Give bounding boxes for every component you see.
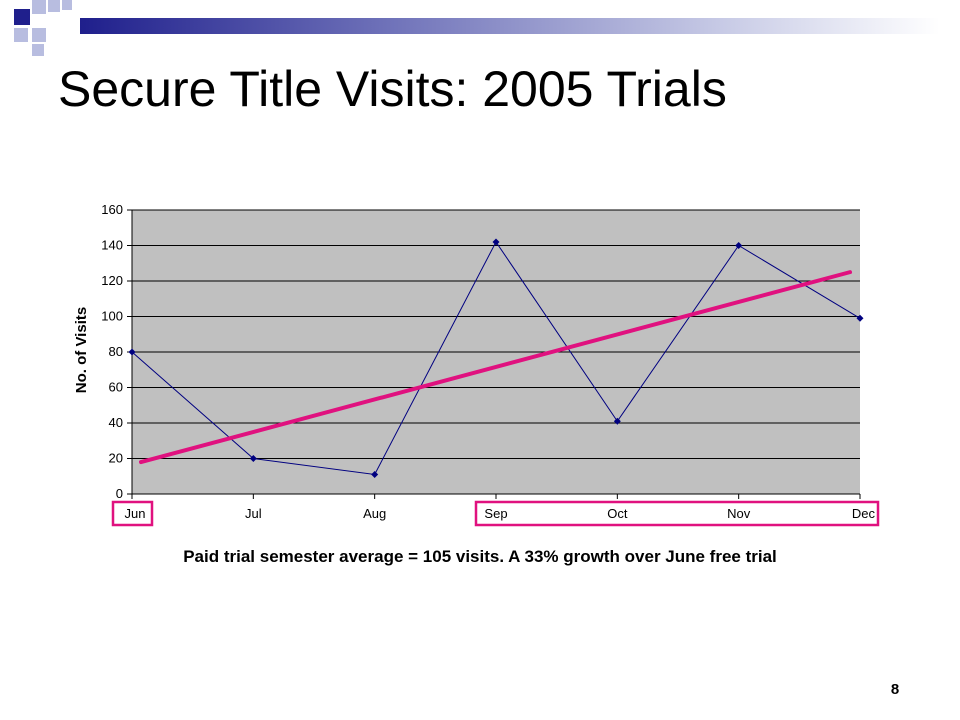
slide-title: Secure Title Visits: 2005 Trials [58, 61, 727, 117]
data-point [735, 242, 743, 249]
y-tick-label: 140 [101, 238, 123, 253]
decor-square-light-6 [32, 44, 44, 56]
decor-square-light-2 [48, 0, 60, 12]
highlight-boxes [111, 500, 880, 527]
decor-square-light-4 [14, 28, 28, 42]
data-point [613, 417, 621, 425]
page-number: 8 [890, 681, 900, 698]
highlight-box [474, 500, 880, 527]
y-tick-label: 100 [101, 309, 123, 324]
trend-line [139, 270, 852, 465]
data-point [492, 238, 500, 246]
y-tick-label: 0 [116, 486, 123, 501]
x-tick-label: Jun [125, 506, 146, 521]
y-tick-label: 120 [101, 273, 123, 288]
y-tick-label: 40 [109, 415, 123, 430]
data-point [371, 470, 379, 478]
y-tick-label: 20 [109, 451, 123, 466]
y-tick-label: 160 [101, 202, 123, 217]
decor-gradient-bar [80, 18, 940, 34]
data-point [249, 455, 257, 462]
y-axis-label: No. of Visits [73, 307, 90, 393]
decor-square-light-5 [32, 28, 46, 42]
data-point [128, 348, 136, 356]
gridlines [127, 209, 860, 495]
x-tick-label: Jul [245, 506, 262, 521]
x-tick-label: Dec [852, 506, 876, 521]
x-tick-label: Aug [363, 506, 386, 521]
x-tick-label: Oct [607, 506, 628, 521]
y-tick-labels: 0 20 40 60 80 100 120 140 160 [101, 202, 123, 501]
decor-square-light-1 [32, 0, 46, 14]
x-tick-label: Nov [727, 506, 751, 521]
chart-caption: Paid trial semester average = 105 visits… [183, 547, 777, 566]
y-tick-label: 60 [109, 380, 123, 395]
decor-square-navy-1 [14, 9, 30, 25]
y-tick-label: 80 [109, 344, 123, 359]
x-tick-label: Sep [484, 506, 507, 521]
data-point [856, 314, 864, 322]
decor-square-light-3 [62, 0, 72, 10]
x-tick-labels: Jun Jul Aug Sep Oct Nov Dec [125, 506, 876, 521]
trendline [139, 270, 852, 465]
series-visits [128, 238, 864, 478]
highlight-box [111, 500, 154, 527]
